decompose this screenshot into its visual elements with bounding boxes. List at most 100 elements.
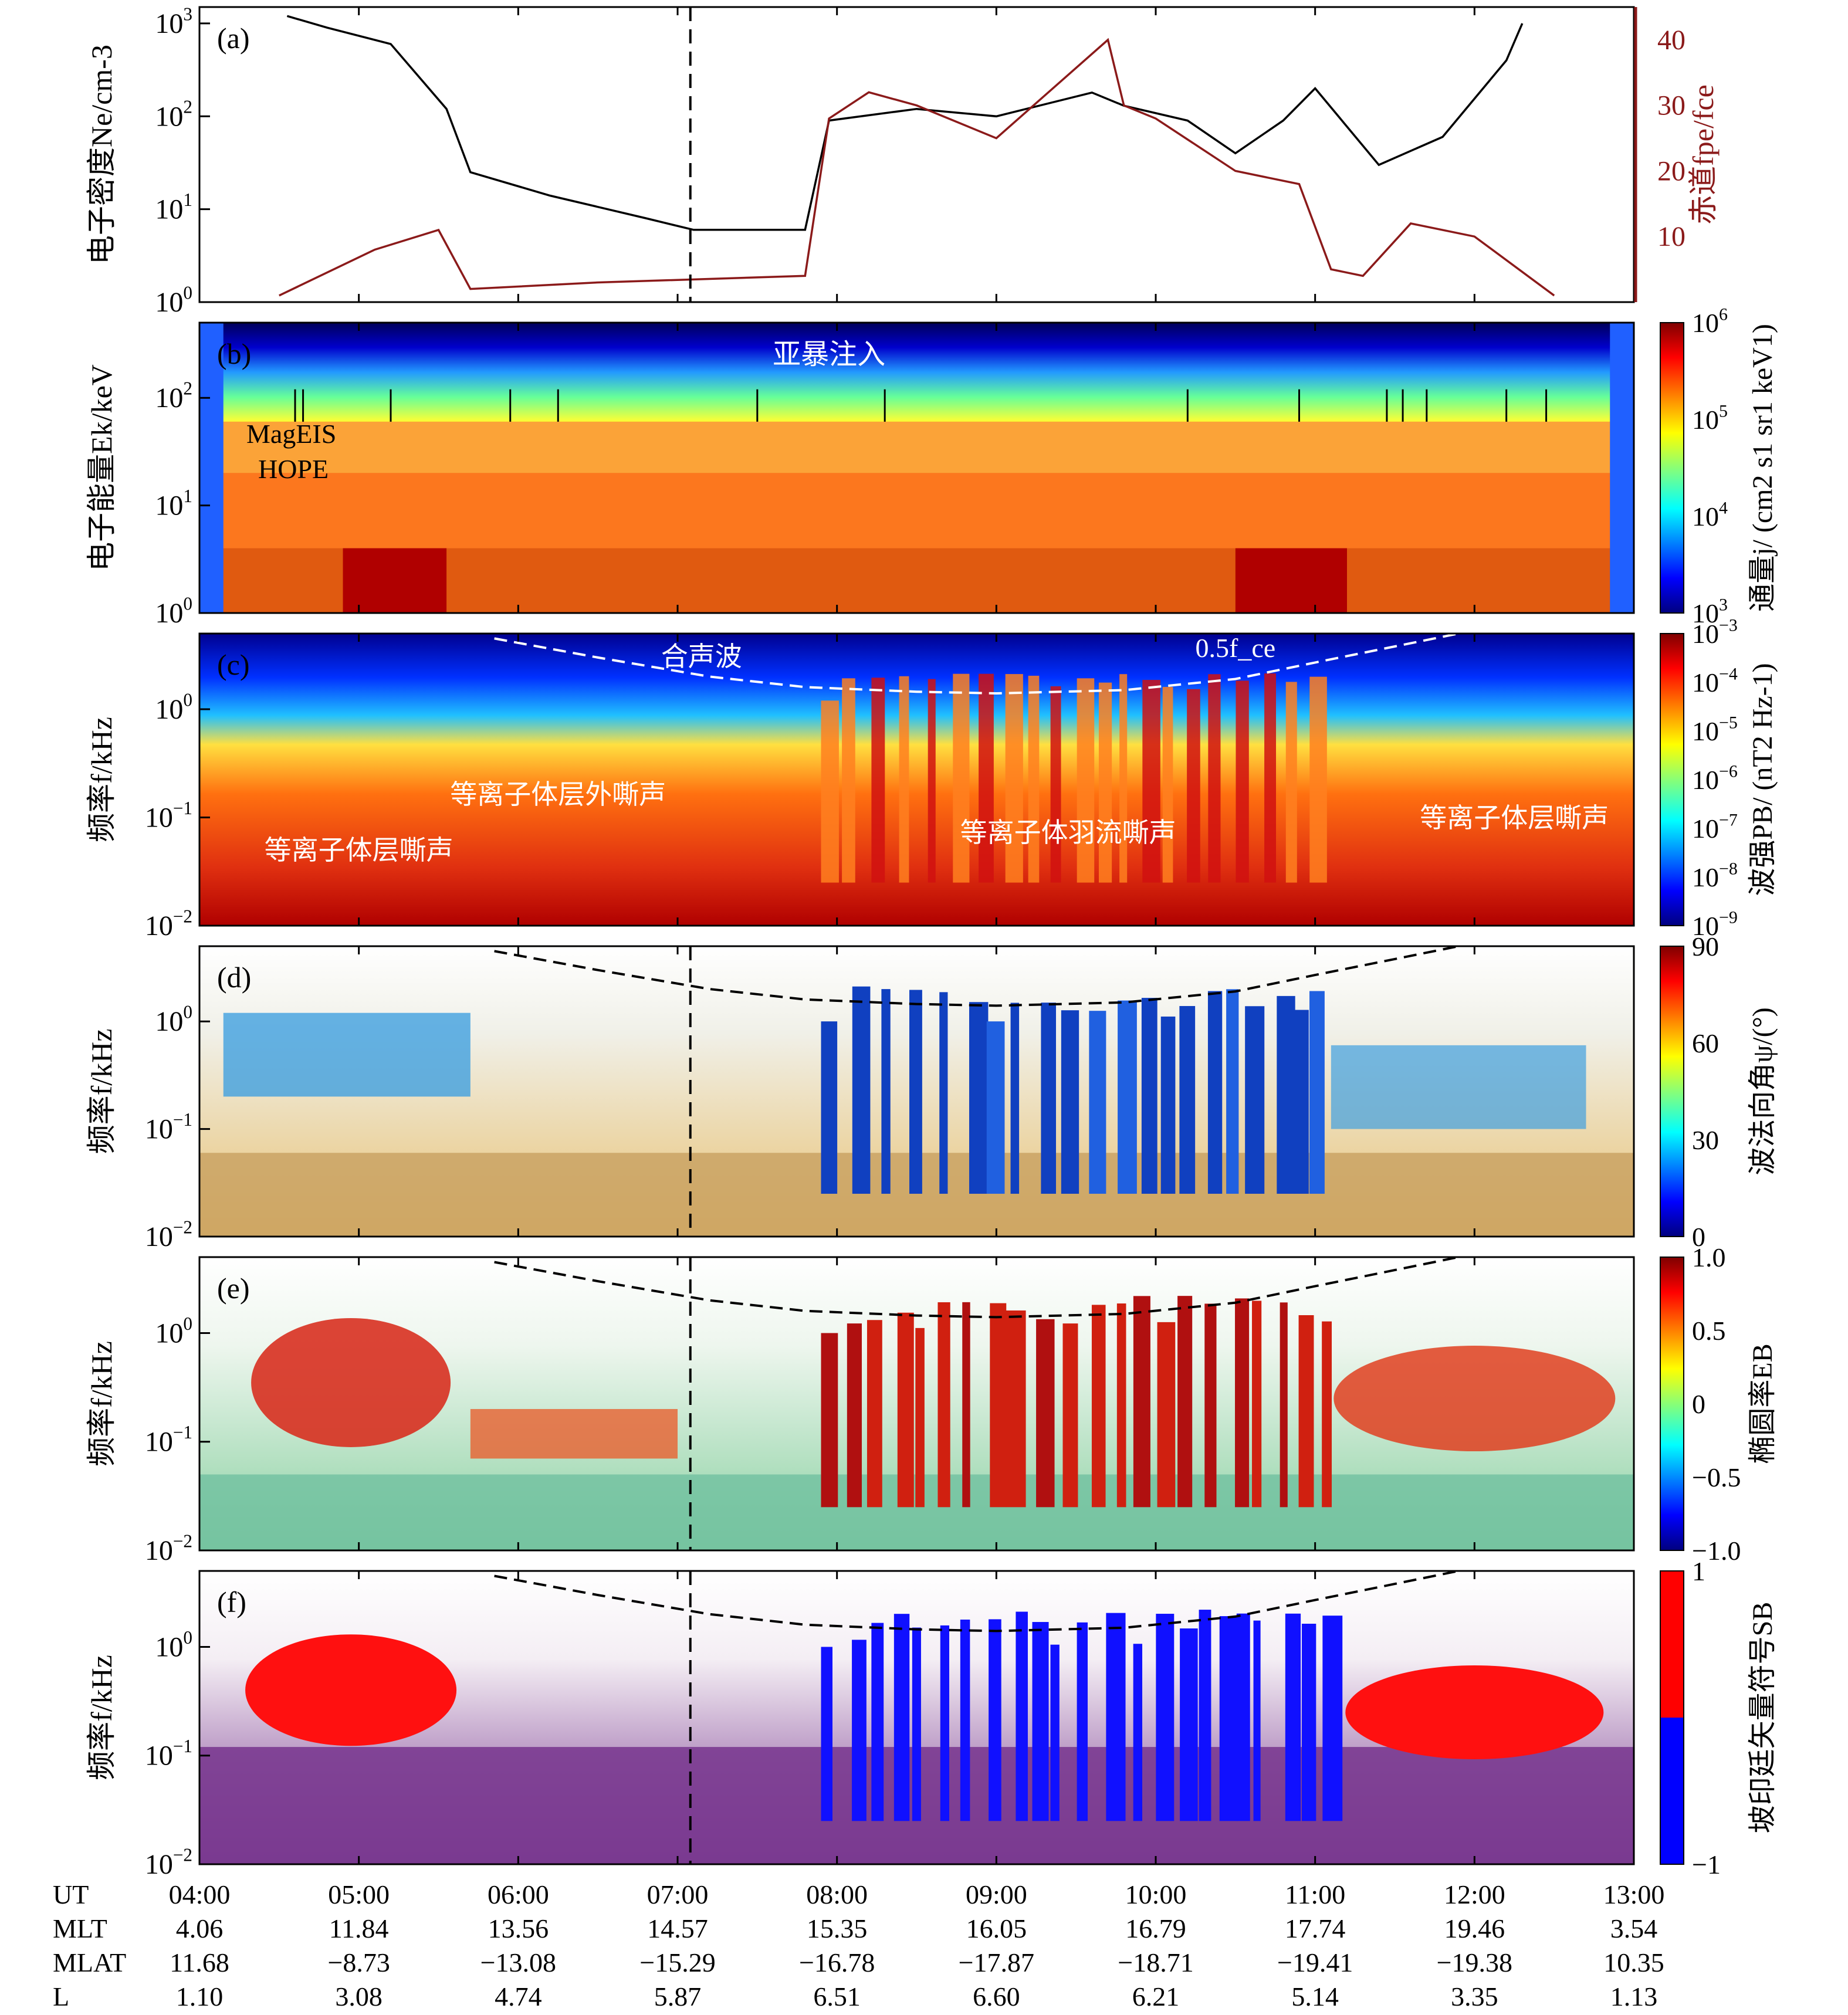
wave-structure bbox=[1253, 1620, 1261, 1821]
colorbar-tick-label: 106 bbox=[1692, 304, 1728, 338]
wave-structure bbox=[1302, 1623, 1316, 1821]
y-tick-label: 100 bbox=[155, 689, 192, 725]
panel-frame bbox=[198, 945, 1635, 1238]
wave-structure bbox=[1293, 1010, 1309, 1194]
hiss-burst bbox=[1077, 678, 1095, 883]
x-row-value: 6.21 bbox=[1132, 1982, 1180, 2011]
y-tick-label: 101 bbox=[155, 189, 192, 225]
wave-structure bbox=[1141, 998, 1157, 1194]
colorbar bbox=[1660, 1257, 1684, 1551]
y-axis-label: 频率f/kHz bbox=[85, 1341, 118, 1467]
x-row-value: 04:00 bbox=[169, 1879, 231, 1909]
x-row-label-ut: UT bbox=[53, 1879, 89, 1909]
wave-structure bbox=[867, 1320, 882, 1508]
wave-structure bbox=[1006, 1310, 1026, 1508]
wave-structure bbox=[939, 992, 948, 1194]
wave-structure bbox=[1322, 1616, 1343, 1821]
half-fce-curve bbox=[494, 1570, 1459, 1633]
half-fce-curve bbox=[494, 1256, 1459, 1319]
x-row-value: 13.56 bbox=[488, 1914, 549, 1943]
poynting-positive bbox=[1345, 1665, 1604, 1760]
x-row-value: 10.35 bbox=[1603, 1948, 1664, 1977]
x-row-value: 4.06 bbox=[176, 1914, 224, 1943]
low-angle-region bbox=[223, 1012, 471, 1097]
panel-frame bbox=[198, 1570, 1635, 1865]
annotation-plasmasphere-hiss-2: 等离子体层嘶声 bbox=[1420, 803, 1609, 833]
wave-structure bbox=[897, 1312, 914, 1508]
wave-structure bbox=[1010, 1003, 1020, 1194]
y-tick-label: 100 bbox=[155, 282, 192, 318]
colorbar-tick-label: 103 bbox=[1692, 595, 1728, 628]
hiss-burst bbox=[1236, 680, 1249, 883]
wave-structure bbox=[1089, 1011, 1106, 1194]
colorbar-tick-label: 0 bbox=[1692, 1389, 1705, 1419]
colorbar-tick-label: 10−8 bbox=[1692, 859, 1738, 892]
hiss-burst bbox=[1162, 687, 1173, 883]
x-row-value: 4.74 bbox=[495, 1982, 542, 2011]
half-fce-curve bbox=[494, 945, 1459, 1007]
y-tick-label: 10−2 bbox=[145, 1844, 192, 1880]
wave-structure bbox=[912, 1627, 921, 1821]
annotation-chorus: 合声波 bbox=[661, 642, 742, 672]
hiss-burst bbox=[1208, 674, 1221, 883]
colorbar-tick-label: 10−3 bbox=[1692, 615, 1738, 649]
x-row-value: 1.10 bbox=[176, 1982, 224, 2011]
wave-structure bbox=[1061, 1010, 1079, 1194]
wave-structure bbox=[1050, 1644, 1060, 1821]
wave-structure bbox=[1133, 1296, 1150, 1508]
x-row-value: 14.57 bbox=[647, 1914, 708, 1943]
y-tick-label: 10−1 bbox=[145, 1736, 192, 1772]
wave-power-spectrogram bbox=[199, 634, 1634, 926]
panel-tag: (a) bbox=[217, 22, 250, 55]
wave-structure bbox=[1156, 1614, 1175, 1821]
wave-structure bbox=[1226, 989, 1239, 1194]
colorbar bbox=[1660, 946, 1684, 1237]
wave-structure bbox=[1280, 1302, 1288, 1508]
flux-dark-patch bbox=[1235, 548, 1347, 613]
x-row-value: 15.35 bbox=[807, 1914, 868, 1943]
hiss-burst bbox=[1050, 686, 1061, 883]
annotation-injection: 亚暴注入 bbox=[773, 339, 885, 370]
hiss-burst bbox=[1187, 689, 1200, 883]
colorbar-tick-label: 10−7 bbox=[1692, 810, 1738, 844]
wave-structure bbox=[847, 1323, 862, 1508]
colorbar-tick-label: 10−6 bbox=[1692, 761, 1738, 795]
y-axis-label: 频率f/kHz bbox=[85, 717, 118, 842]
right-tick-label: 10 bbox=[1657, 221, 1685, 252]
x-row-label-mlat: MLAT bbox=[53, 1948, 126, 1977]
hiss-burst bbox=[871, 678, 885, 883]
wave-structure bbox=[1036, 1319, 1055, 1508]
flux-high-energy-band bbox=[199, 323, 1634, 422]
y-tick-label: 103 bbox=[155, 4, 192, 39]
x-row-value: 13:00 bbox=[1603, 1879, 1665, 1909]
hiss-burst bbox=[842, 678, 855, 883]
x-row-value: 10:00 bbox=[1125, 1879, 1187, 1909]
annotation-outer-hiss: 等离子体层外嘶声 bbox=[450, 780, 666, 810]
flux-edge bbox=[199, 323, 224, 613]
colorbar-tick-label: 10−4 bbox=[1692, 664, 1738, 697]
colorbar-tick-label: 1 bbox=[1692, 1556, 1705, 1586]
hiss-burst bbox=[928, 679, 936, 883]
wave-structure bbox=[1180, 1628, 1198, 1821]
x-row-value: 05:00 bbox=[328, 1879, 390, 1909]
wave-structure bbox=[852, 986, 871, 1194]
elliptic-region bbox=[470, 1408, 678, 1459]
x-row-value: 3.08 bbox=[335, 1982, 383, 2011]
wave-structure bbox=[1219, 1616, 1238, 1821]
hiss-burst bbox=[1005, 674, 1023, 883]
y-tick-label: 10−2 bbox=[145, 1530, 192, 1566]
x-row-value: 6.60 bbox=[973, 1982, 1020, 2011]
wave-structure bbox=[1277, 995, 1295, 1194]
colorbar-tick-label: 30 bbox=[1692, 1125, 1719, 1155]
wave-structure bbox=[909, 990, 922, 1194]
wave-structure bbox=[1091, 1305, 1106, 1508]
colorbar-tick-label: −0.5 bbox=[1692, 1462, 1741, 1492]
y-tick-label: 100 bbox=[155, 1002, 192, 1038]
y-tick-label: 100 bbox=[155, 1313, 192, 1349]
wave-structure bbox=[821, 1647, 832, 1821]
x-row-value: 11.68 bbox=[170, 1948, 229, 1977]
y-tick-label: 100 bbox=[155, 1627, 192, 1663]
wave-structure bbox=[1116, 1303, 1126, 1508]
hiss-burst bbox=[1142, 680, 1160, 883]
wave-structure bbox=[1235, 1298, 1250, 1508]
